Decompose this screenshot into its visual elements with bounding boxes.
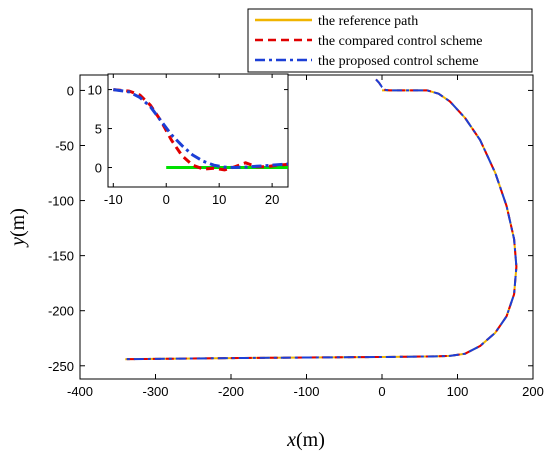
inset-x-tick-label: 10 <box>212 192 226 207</box>
inset-x-tick-label: -10 <box>104 192 123 207</box>
main-y-tick-label: -50 <box>55 138 74 153</box>
inset-y-tick-label: 10 <box>88 83 102 98</box>
main-series-layer <box>125 78 518 361</box>
main-y-tick-label: -150 <box>48 249 74 264</box>
inset-series-layer <box>113 88 289 172</box>
inset-x-tick-label: 20 <box>265 192 279 207</box>
inset-x-tick-label: 0 <box>163 192 170 207</box>
inset-y-tick-label: 5 <box>95 122 102 137</box>
x-axis-label: x(m) <box>286 429 325 451</box>
main-x-tick-label: 200 <box>522 384 544 399</box>
main-y-tick-label: -200 <box>48 304 74 319</box>
main-axis-ticks: -400 -300 -200 -100 0 100 2000-50-100-150-200-… <box>48 75 544 399</box>
inset-y-tick-label: 0 <box>95 161 102 176</box>
main-y-tick-label: -250 <box>48 359 74 374</box>
main-x-tick-label: -200 <box>218 384 244 399</box>
inset-plot-area <box>107 73 289 188</box>
legend-items: the reference path the compared control s… <box>255 14 482 69</box>
main-x-tick-label: -100 <box>293 384 319 399</box>
main-x-tick-label: 100 <box>447 384 469 399</box>
legend-label-2: the compared control scheme <box>318 34 482 49</box>
main-y-tick-label: -100 <box>48 194 74 209</box>
legend-label-3: the proposed control scheme <box>318 54 479 69</box>
inset-series-line-3 <box>113 88 289 169</box>
main-x-tick-label: -300 <box>142 384 168 399</box>
legend: the reference path the compared control s… <box>247 8 533 73</box>
main-series-line-3 <box>125 78 518 361</box>
main-x-tick-label: -400 <box>67 384 93 399</box>
legend-label-1: the reference path <box>318 14 418 29</box>
main-x-tick-label: 0 <box>378 384 385 399</box>
y-axis-label: y(m) <box>7 208 29 248</box>
main-y-tick-label: 0 <box>67 83 74 98</box>
inset-axis-ticks: -10 0 10 20 10 5 0 <box>88 74 288 207</box>
